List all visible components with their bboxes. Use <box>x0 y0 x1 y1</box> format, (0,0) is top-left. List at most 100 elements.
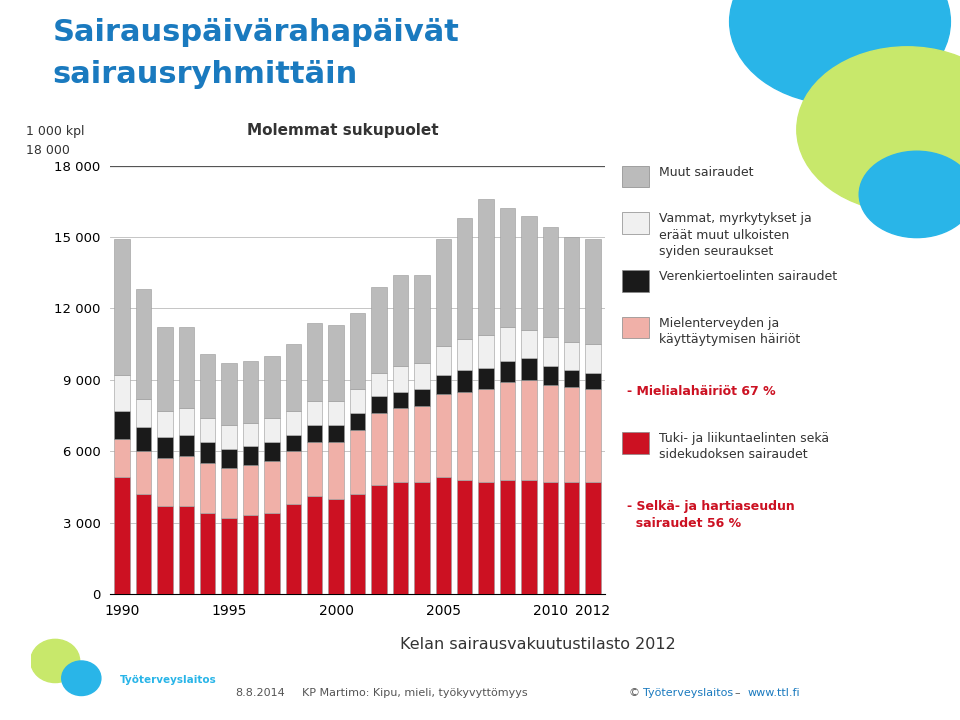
Bar <box>222 449 237 468</box>
Bar <box>307 401 323 425</box>
Bar <box>328 425 344 441</box>
Bar <box>136 289 152 399</box>
Bar <box>136 494 152 594</box>
Bar <box>349 430 366 494</box>
Bar <box>457 370 472 392</box>
Bar <box>500 382 516 480</box>
Circle shape <box>31 639 80 683</box>
Text: Tuki- ja liikuntaelinten sekä
sidekudoksen sairaudet: Tuki- ja liikuntaelinten sekä sidekudoks… <box>659 432 828 462</box>
Text: - Mielialahäiriöt 67 %: - Mielialahäiriöt 67 % <box>627 385 776 398</box>
Bar <box>179 435 194 456</box>
Bar <box>200 463 215 513</box>
Bar <box>542 384 558 482</box>
Bar <box>478 390 493 482</box>
Text: Kelan sairausvakuutustilasto 2012: Kelan sairausvakuutustilasto 2012 <box>399 637 676 652</box>
Text: Verenkiertoelinten sairaudet: Verenkiertoelinten sairaudet <box>659 270 837 283</box>
Bar <box>414 275 429 363</box>
Bar <box>564 370 579 387</box>
Bar <box>542 482 558 594</box>
Bar <box>264 441 279 461</box>
Text: Mielenterveyden ja
käyttäytymisen häiriöt: Mielenterveyden ja käyttäytymisen häiriö… <box>659 317 800 346</box>
Bar <box>307 496 323 594</box>
Bar <box>564 237 579 342</box>
Text: Sairauspäivärahapäivät: Sairauspäivärahapäivät <box>53 18 460 47</box>
Bar <box>436 477 451 594</box>
Bar <box>564 342 579 370</box>
Bar <box>243 361 258 423</box>
Text: Työterveyslaitos: Työterveyslaitos <box>120 675 217 685</box>
Bar <box>307 425 323 441</box>
Bar <box>457 480 472 594</box>
Bar <box>286 503 301 594</box>
Bar <box>349 390 366 413</box>
Bar <box>200 441 215 463</box>
Bar <box>222 363 237 425</box>
Bar <box>414 363 429 390</box>
Bar <box>521 359 537 380</box>
Bar <box>586 482 601 594</box>
Bar <box>521 330 537 359</box>
Text: 8.8.2014: 8.8.2014 <box>235 688 285 698</box>
Text: Molemmat sukupuolet: Molemmat sukupuolet <box>247 122 439 138</box>
Bar <box>222 518 237 594</box>
Bar <box>179 506 194 594</box>
Bar <box>349 494 366 594</box>
Bar <box>521 215 537 330</box>
Bar <box>500 480 516 594</box>
Bar <box>564 387 579 482</box>
Bar <box>372 397 387 413</box>
Text: 18 000: 18 000 <box>26 144 70 157</box>
Bar <box>114 375 130 410</box>
Bar <box>243 423 258 446</box>
Bar <box>436 375 451 394</box>
Bar <box>586 239 601 344</box>
Bar <box>542 337 558 366</box>
Bar <box>414 390 429 406</box>
Bar <box>393 408 408 482</box>
Text: sairausryhmittäin: sairausryhmittäin <box>53 60 358 89</box>
Bar <box>286 435 301 451</box>
Bar <box>349 413 366 430</box>
Bar <box>286 344 301 410</box>
Bar <box>136 428 152 451</box>
Bar <box>157 459 173 506</box>
Bar <box>372 373 387 397</box>
Bar <box>372 485 387 594</box>
Bar <box>243 466 258 516</box>
Bar <box>200 418 215 441</box>
Bar <box>500 209 516 328</box>
Text: Työterveyslaitos: Työterveyslaitos <box>643 688 733 698</box>
Bar <box>243 516 258 594</box>
Bar <box>200 513 215 594</box>
Text: KP Martimo: Kipu, mieli, työkyvyttömyys: KP Martimo: Kipu, mieli, työkyvyttömyys <box>302 688 528 698</box>
Bar <box>179 408 194 435</box>
Text: www.ttl.fi: www.ttl.fi <box>748 688 801 698</box>
Bar <box>393 482 408 594</box>
Bar <box>157 328 173 410</box>
Bar <box>436 346 451 375</box>
Bar <box>521 380 537 480</box>
Bar <box>393 392 408 408</box>
Bar <box>157 437 173 459</box>
Bar <box>200 354 215 418</box>
Text: 1 000 kpl: 1 000 kpl <box>26 125 84 138</box>
Bar <box>586 344 601 373</box>
Bar <box>457 339 472 370</box>
Bar <box>307 441 323 496</box>
Bar <box>521 480 537 594</box>
Bar <box>157 506 173 594</box>
Bar <box>243 446 258 466</box>
Bar <box>136 399 152 428</box>
Bar <box>478 368 493 390</box>
Bar <box>478 199 493 335</box>
Bar <box>586 373 601 390</box>
Bar <box>457 218 472 339</box>
Bar <box>478 482 493 594</box>
Bar <box>179 328 194 408</box>
Bar <box>114 477 130 594</box>
Bar <box>564 482 579 594</box>
Bar <box>414 406 429 482</box>
Bar <box>349 313 366 390</box>
Text: –: – <box>734 688 740 698</box>
Bar <box>328 325 344 401</box>
